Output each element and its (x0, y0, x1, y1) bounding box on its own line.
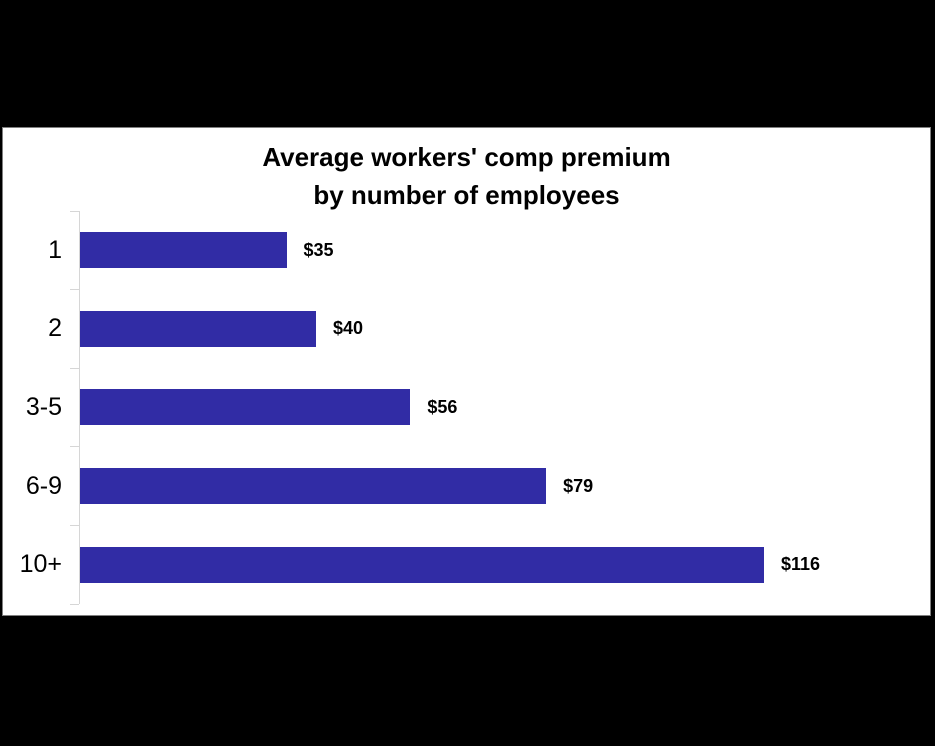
value-label: $40 (333, 318, 364, 339)
y-axis-tick (70, 367, 79, 369)
chart-title-line-1: Average workers' comp premium (262, 142, 671, 172)
value-label: $79 (563, 475, 594, 496)
value-label: $116 (780, 554, 820, 575)
category-label: 10+ (19, 550, 62, 579)
y-axis-tick (70, 210, 79, 212)
value-label: $56 (427, 396, 458, 417)
bar (80, 232, 287, 269)
bar (80, 546, 764, 583)
y-axis-tick (70, 603, 79, 605)
chart-row: 3-5 $56 (26, 368, 820, 447)
bar (80, 389, 411, 426)
chart-title-line-2: by number of employees (313, 180, 620, 210)
y-axis-tick (70, 446, 79, 448)
category-label: 6-9 (25, 471, 62, 500)
y-axis-tick (70, 289, 79, 291)
chart-row: 2 $40 (48, 290, 820, 369)
chart-title: Average workers' comp premium by number … (3, 138, 930, 214)
category-label: 1 (48, 235, 62, 264)
value-label: $35 (303, 239, 334, 260)
chart-row: 1 $35 (48, 211, 820, 290)
plot-area: 1 $35 2 $40 3-5 $56 6-9 $79 10+ $116 (20, 210, 820, 605)
chart-row: 6-9 $79 (26, 447, 820, 526)
y-axis-line (79, 211, 80, 604)
bar (80, 468, 547, 505)
bar (80, 310, 316, 347)
chart-panel: Average workers' comp premium by number … (2, 127, 931, 616)
category-label: 2 (48, 314, 62, 343)
y-axis-tick (70, 524, 79, 526)
chart-row: 10+ $116 (20, 525, 820, 604)
category-label: 3-5 (25, 392, 62, 421)
